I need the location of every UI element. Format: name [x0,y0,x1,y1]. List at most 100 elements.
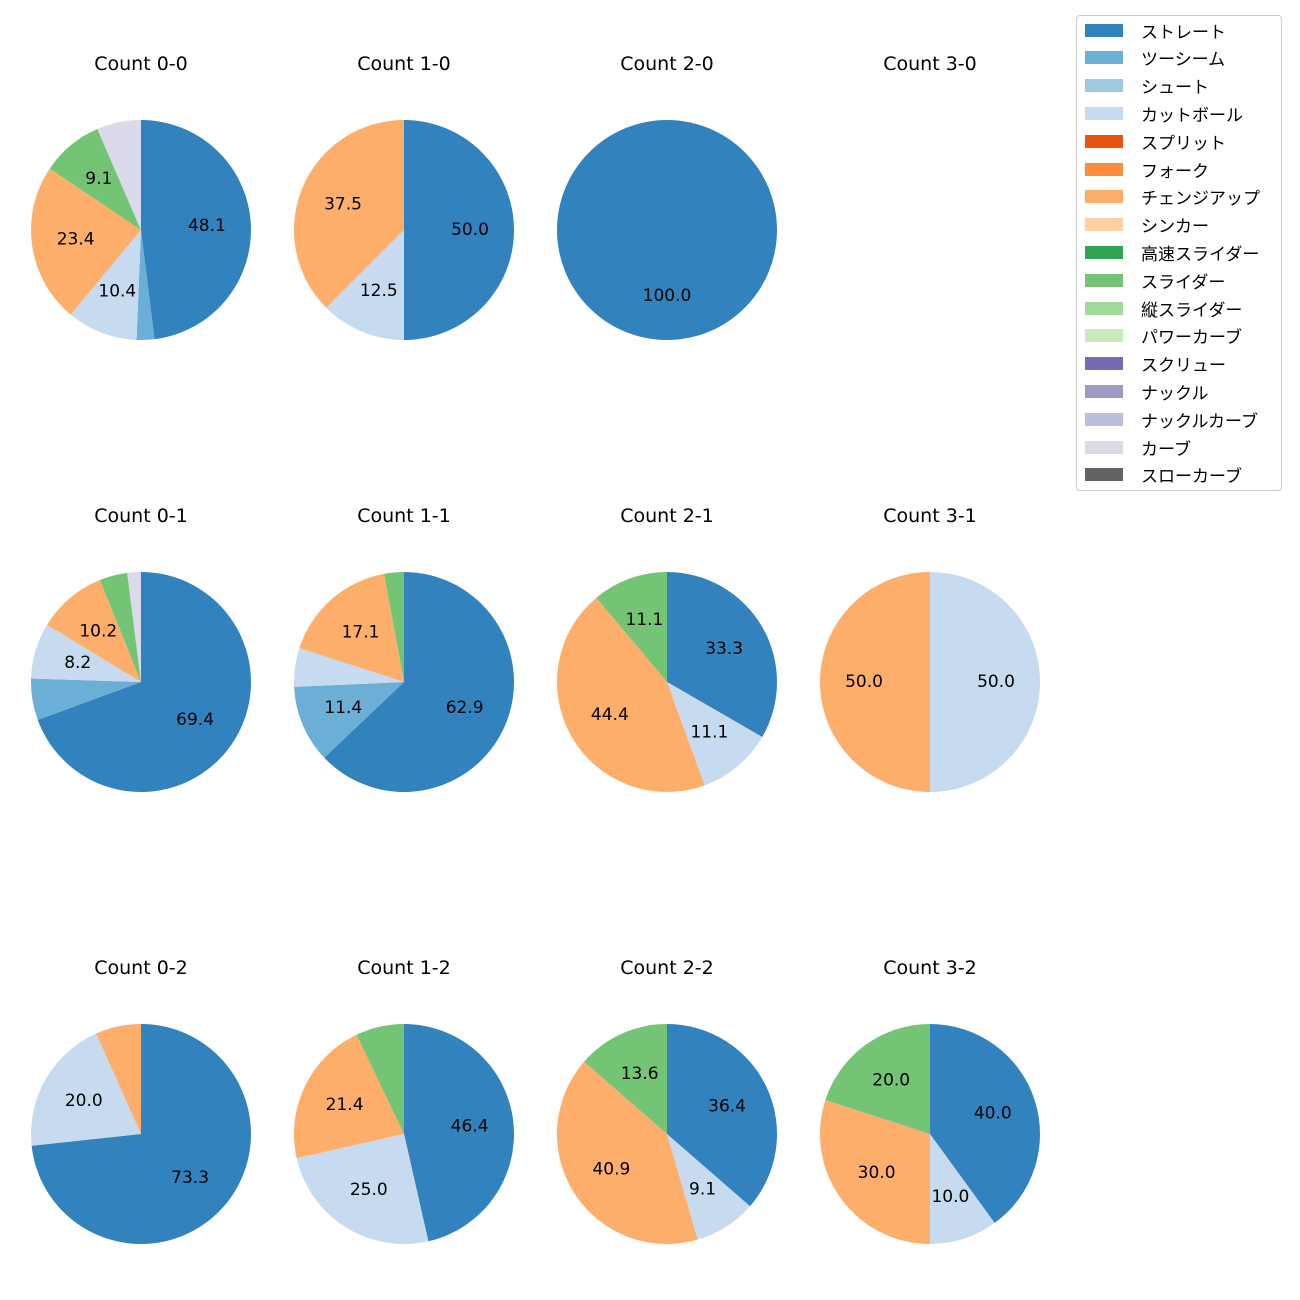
legend-item: スライダー [1085,268,1226,293]
legend-item: ツーシーム [1085,46,1225,70]
pie-slice [667,682,763,786]
legend-swatch [1085,79,1123,93]
slice-label: 13.6 [621,1064,659,1084]
panel-title: Count 0-1 [94,505,188,527]
pie-panel: Count 0-2 73.3 20.0 [30,957,252,1244]
slice-label: 36.4 [708,1097,746,1117]
pie-slice [31,1024,252,1244]
slice-label: 40.0 [974,1104,1012,1124]
pie-slice [930,1134,995,1244]
slice-label: 17.1 [342,622,380,642]
pie-slice [667,1024,778,1207]
legend-label: フォーク [1141,161,1209,182]
slice-label: 9.1 [689,1180,716,1200]
slice-label: 48.1 [188,216,226,236]
legend-label: 高速スライダー [1141,244,1260,265]
legend-label: カーブ [1141,439,1191,460]
panel-title: Count 2-1 [620,505,714,527]
legend-swatch [1085,218,1123,232]
panel-title: Count 3-0 [883,53,977,75]
slice-label: 73.3 [171,1168,209,1188]
legend-item: シンカー [1085,213,1209,237]
legend-label: カットボール [1141,105,1243,126]
legend-item: シュート [1085,74,1209,98]
chart-legend: ストレート ツーシーム シュート カットボール スプリット フォーク チェンジアップ シンカー… [1076,15,1282,491]
legend-swatch [1085,412,1123,426]
pie-slice [127,572,141,682]
slice-label: 50.0 [451,220,489,240]
pie-slice [404,120,514,340]
pie-panel: Count 1-1 62.9 11.4 17.1 [294,505,514,792]
legend-swatch [1085,162,1123,176]
slice-label: 10.4 [98,282,136,302]
legend-item: ナックルカーブ [1085,407,1258,432]
legend-label: パワーカーブ [1141,328,1242,349]
pie-slice [70,230,141,340]
legend-item: パワーカーブ [1085,324,1242,348]
legend-label: ナックル [1141,383,1209,404]
pie-panel: Count 3-1 50.0 50.0 [820,505,1040,792]
legend-swatch [1085,357,1123,371]
panel-title: Count 2-2 [620,957,714,979]
pie-slice [96,1024,141,1134]
slice-label: 44.4 [591,705,629,725]
pie-panel: Count 2-1 33.3 11.1 44.4 11.1 [556,505,777,793]
legend-swatch [1085,468,1123,482]
pie-slice [324,572,514,792]
legend-item: チェンジアップ [1085,185,1260,209]
legend-label: シュート [1141,78,1209,99]
legend-swatch [1085,384,1123,398]
pie-slice [356,1024,404,1134]
slice-label: 62.9 [446,698,484,718]
panel-title: Count 3-1 [883,505,977,527]
pie-slice [820,572,930,792]
pie-slice [294,119,404,308]
pie-slice [141,120,251,340]
pie-panel: Count 2-0 100.0 [557,53,777,340]
pie-slice [326,230,404,340]
pie-slice [299,573,404,682]
legend-label: チェンジアップ [1141,189,1260,210]
legend-item: 高速スライダー [1085,240,1260,265]
pie-slice [557,120,777,340]
legend-item: ストレート [1085,18,1226,43]
pie-slice [667,572,777,737]
legend-swatch [1085,190,1123,204]
pie-panel: Count 0-0 48.1 10.4 23.4 9.1 [31,53,251,340]
panel-title: Count 2-0 [620,53,714,75]
slice-label: 69.4 [176,710,214,730]
pie-slice [596,572,667,682]
legend-item: カーブ [1085,435,1191,460]
legend-label: スライダー [1141,272,1226,293]
legend-item: スクリュー [1085,352,1226,376]
pie-slice [825,1024,930,1134]
slice-label: 10.0 [931,1187,969,1207]
slice-label: 25.0 [350,1180,388,1200]
slice-label: 30.0 [858,1163,896,1183]
panel-title: Count 0-2 [94,957,188,979]
legend-swatch [1085,440,1123,454]
slice-label: 23.4 [57,229,95,249]
legend-item: カットボール [1085,101,1243,126]
slice-label: 50.0 [845,672,883,692]
legend-label: シンカー [1141,217,1209,238]
slice-label: 37.5 [324,195,362,215]
pie-slice [31,168,142,315]
pie-panel: Count 3-2 40.0 10.0 30.0 20.0 [820,957,1040,1244]
pie-panel: Count 2-2 36.4 9.1 40.9 13.6 [556,957,778,1245]
pie-slice [384,572,404,682]
pie-slice [47,579,142,682]
legend-label: 縦スライダー [1141,300,1243,321]
slice-label: 8.2 [64,653,91,673]
panel-title: Count 1-2 [357,957,451,979]
pie-slice [820,1100,930,1244]
legend-swatch [1085,51,1123,65]
pie-slice [31,624,142,682]
legend-swatch [1085,301,1123,315]
pie-slice [31,678,141,720]
slice-label: 46.4 [451,1117,489,1137]
legend-label: ツーシーム [1141,50,1226,71]
pie-slice [99,572,141,682]
pie-slice [556,1061,698,1245]
